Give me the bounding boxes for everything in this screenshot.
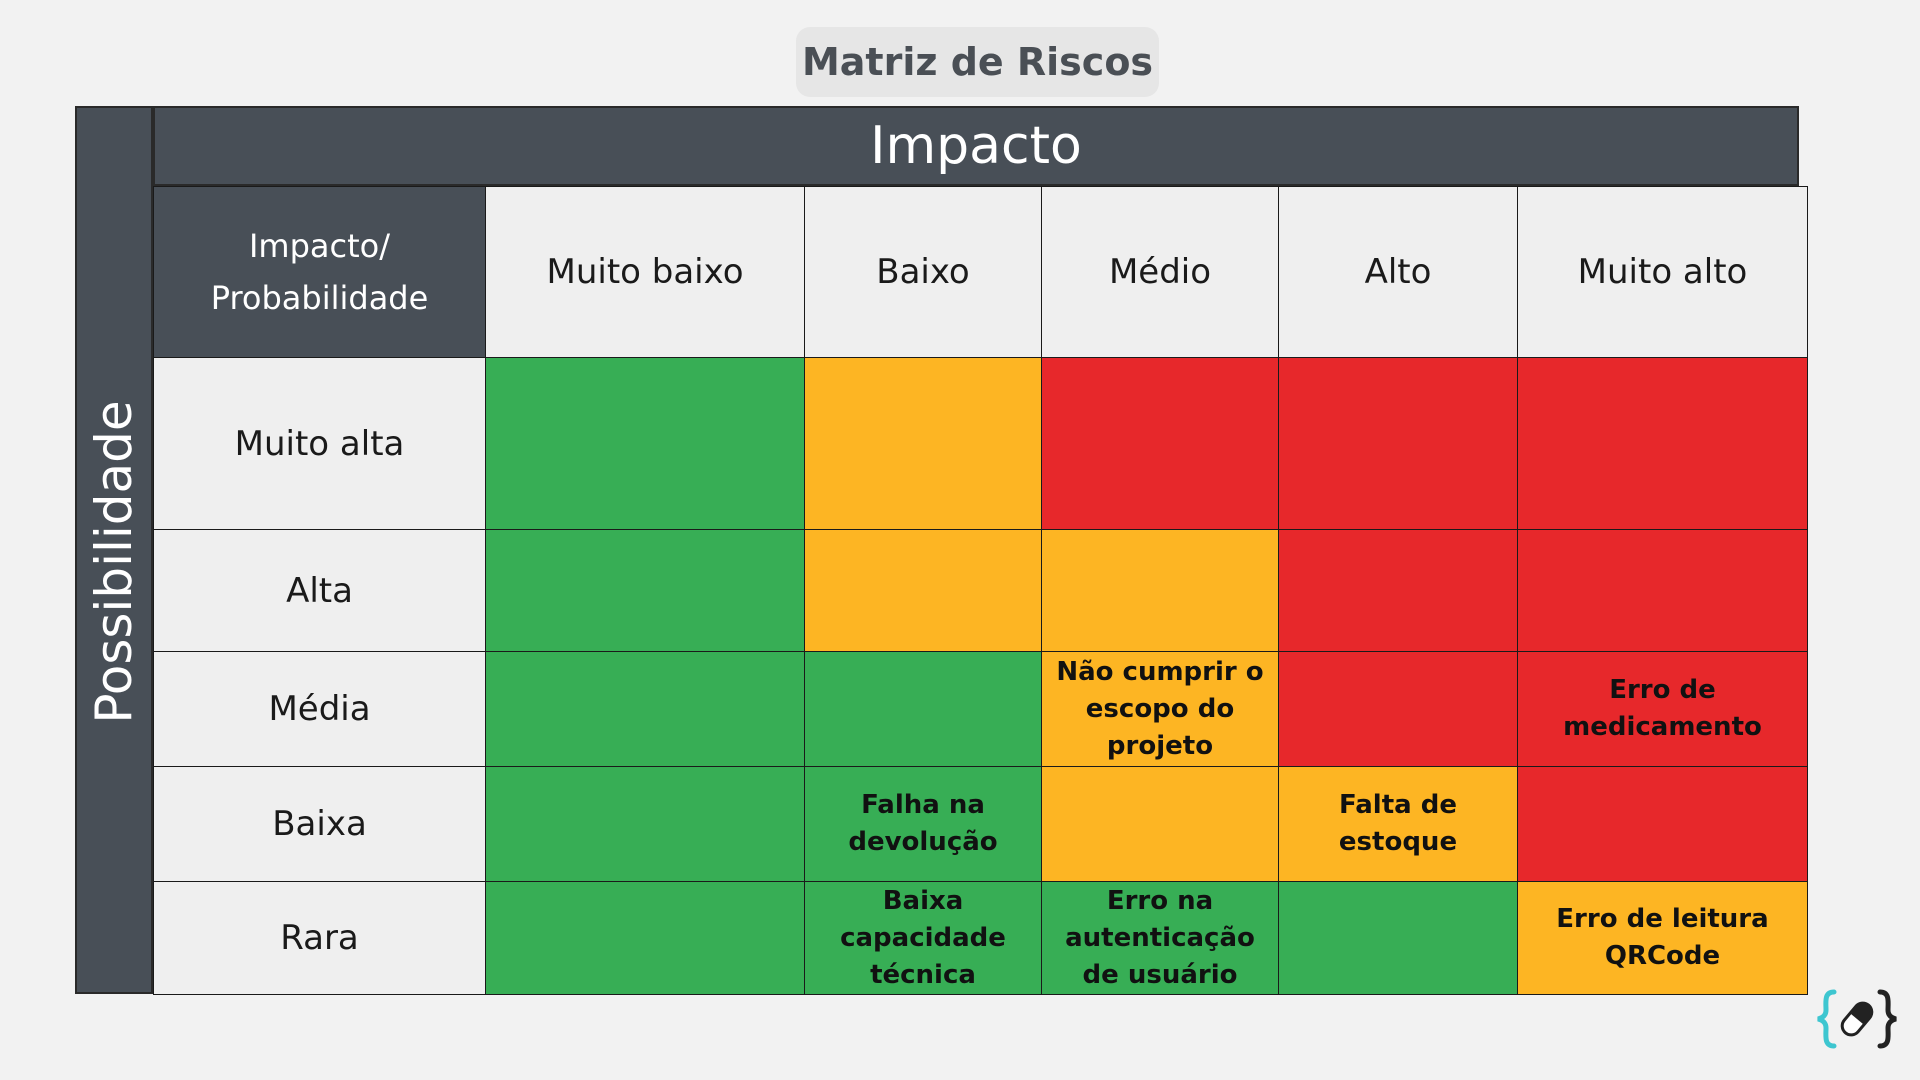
risk-cell: Falha na devolução [804, 766, 1042, 882]
row-head-baixa: Baixa [153, 766, 486, 882]
row-head-rara: Rara [153, 881, 486, 995]
risk-cell [485, 357, 805, 530]
risk-cell [804, 529, 1042, 652]
risk-cell: Erro na autenticação de usuário [1041, 881, 1279, 995]
risk-cell [1278, 881, 1518, 995]
risk-cell [1517, 529, 1808, 652]
corner-label-probability: Probabilidade [210, 279, 429, 317]
risk-cell [485, 881, 805, 995]
col-head-medio: Médio [1041, 186, 1279, 358]
corner-cell: Impacto/ Probabilidade [153, 186, 486, 358]
risk-cell [1278, 651, 1518, 767]
risk-cell: Baixa capacidade técnica [804, 881, 1042, 995]
risk-cell [485, 766, 805, 882]
impact-axis-header: Impacto [153, 106, 1799, 186]
risk-cell [1278, 357, 1518, 530]
risk-cell: Erro de medicamento [1517, 651, 1808, 767]
risk-cell: Não cumprir o escopo do projeto [1041, 651, 1279, 767]
row-head-media: Média [153, 651, 486, 767]
row-head-muito-alta: Muito alta [153, 357, 486, 530]
risk-cell [1041, 357, 1279, 530]
matrix-row: Baixa Falha na devolução Falta de estoqu… [153, 766, 1808, 882]
matrix-row: Muito alta [153, 357, 1808, 530]
risk-cell [804, 357, 1042, 530]
col-head-muito-alto: Muito alto [1517, 186, 1808, 358]
risk-cell [485, 651, 805, 767]
risk-cell [485, 529, 805, 652]
risk-matrix: Impacto/ Probabilidade Muito baixo Baixo… [153, 186, 1808, 995]
risk-cell [1041, 766, 1279, 882]
possibility-axis-label: Possibilidade [85, 400, 143, 724]
risk-cell: Erro de leitura QRCode [1517, 881, 1808, 995]
matrix-row: Rara Baixa capacidade técnica Erro na au… [153, 881, 1808, 995]
matrix-row: Alta [153, 529, 1808, 652]
col-head-alto: Alto [1278, 186, 1518, 358]
risk-cell [1278, 529, 1518, 652]
col-head-baixo: Baixo [804, 186, 1042, 358]
impact-header-row: Impacto/ Probabilidade Muito baixo Baixo… [153, 186, 1808, 358]
risk-cell [804, 651, 1042, 767]
risk-cell [1517, 357, 1808, 530]
corner-label-impact: Impacto/ [248, 227, 391, 265]
page-title: Matriz de Riscos [796, 27, 1159, 97]
risk-cell [1517, 766, 1808, 882]
col-head-muito-baixo: Muito baixo [485, 186, 805, 358]
risk-cell [1041, 529, 1279, 652]
possibility-axis-band [75, 106, 153, 994]
row-head-alta: Alta [153, 529, 486, 652]
pill-braces-logo-icon [1817, 989, 1897, 1049]
risk-cell: Falta de estoque [1278, 766, 1518, 882]
matrix-row: Média Não cumprir o escopo do projeto Er… [153, 651, 1808, 767]
